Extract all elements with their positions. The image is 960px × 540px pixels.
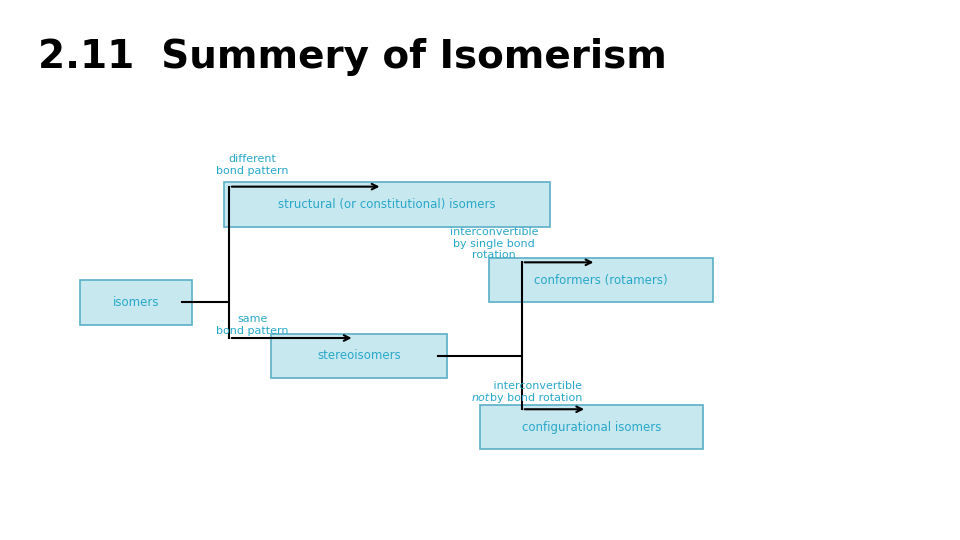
FancyBboxPatch shape	[225, 182, 550, 227]
FancyBboxPatch shape	[271, 334, 447, 378]
FancyBboxPatch shape	[480, 405, 703, 449]
Text: interconvertible
by single bond
rotation: interconvertible by single bond rotation	[449, 227, 539, 260]
Text: isomers: isomers	[112, 296, 159, 309]
Text: conformers (rotamers): conformers (rotamers)	[534, 274, 668, 287]
Text: same
bond pattern: same bond pattern	[216, 314, 288, 336]
Text: configurational isomers: configurational isomers	[522, 421, 661, 434]
Text: 2.11  Summery of Isomerism: 2.11 Summery of Isomerism	[38, 38, 667, 76]
Text: interconvertible
by bond rotation: interconvertible by bond rotation	[491, 381, 583, 403]
Text: structural (or constitutional) isomers: structural (or constitutional) isomers	[278, 198, 495, 211]
Text: stereoisomers: stereoisomers	[317, 349, 401, 362]
Text: different
bond pattern: different bond pattern	[216, 154, 288, 176]
FancyBboxPatch shape	[80, 280, 192, 325]
Text: not: not	[471, 393, 490, 403]
FancyBboxPatch shape	[490, 258, 712, 302]
